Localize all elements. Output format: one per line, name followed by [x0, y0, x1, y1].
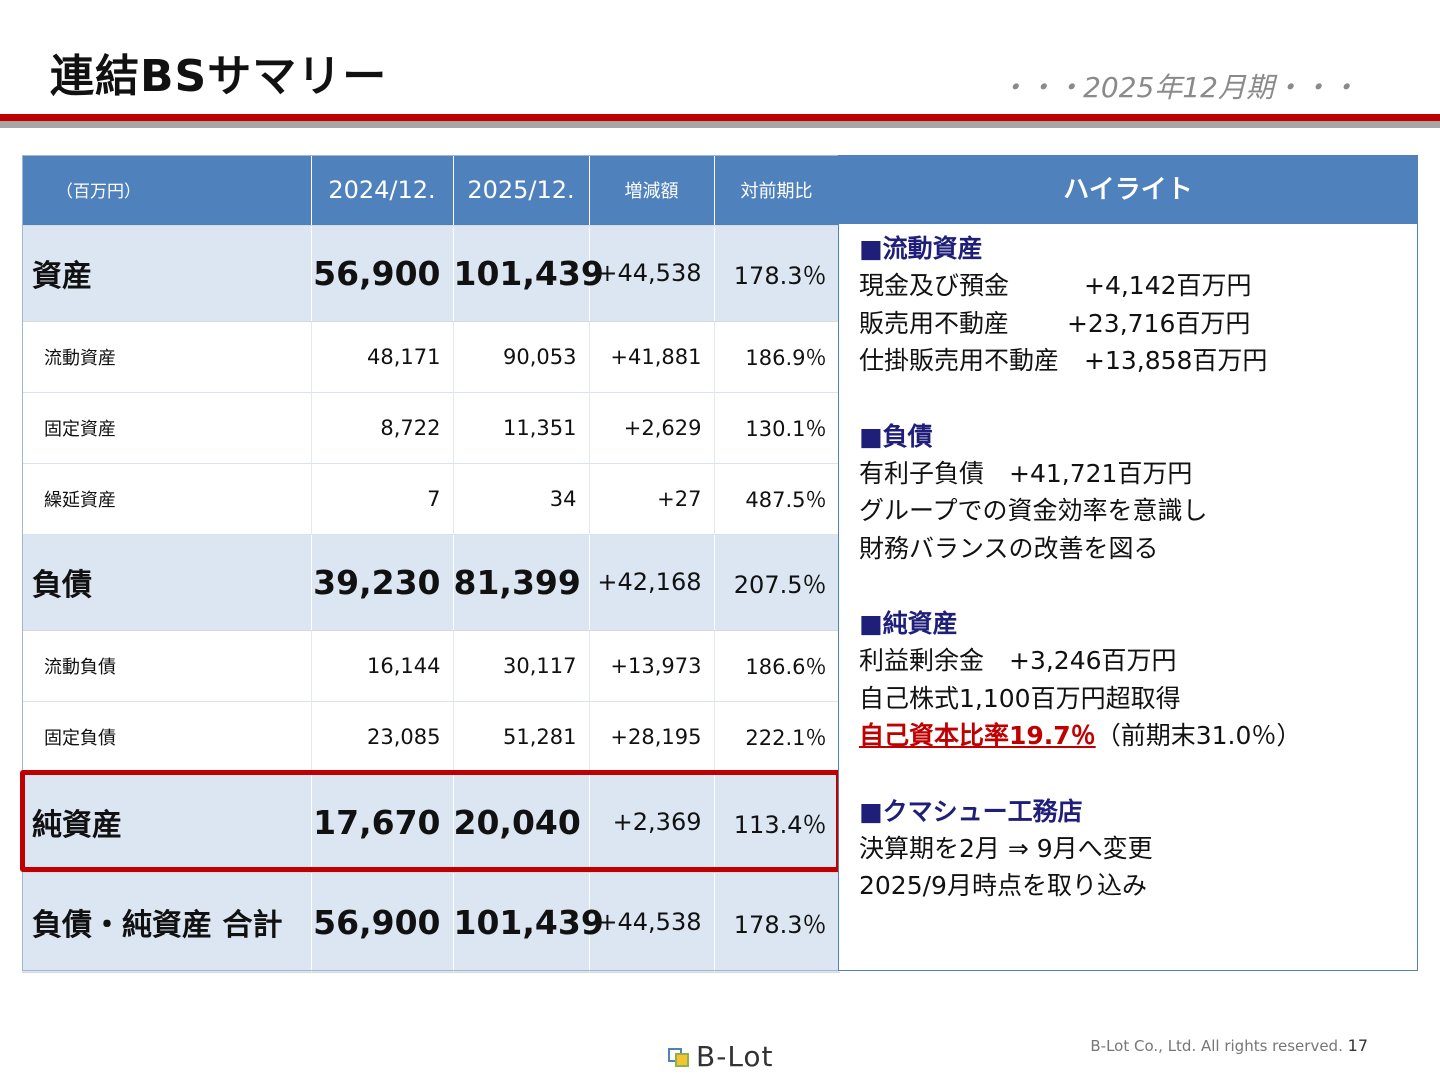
cell-curr: 11,351 — [453, 392, 590, 464]
row-label: 固定負債 — [22, 701, 312, 773]
table-row-net-assets: 純資産 17,670 20,040 +2,369 113.4％ — [22, 772, 840, 873]
column-header-diff: 増減額 — [589, 155, 715, 226]
table-row-current-liabilities: 流動負債 16,144 30,117 +13,973 186.6％ — [22, 630, 840, 702]
highlight-line: 利益剰余金 +3,246百万円 — [859, 646, 1177, 675]
highlight-line: 仕掛販売用不動産 +13,858百万円 — [859, 346, 1268, 375]
cell-ratio: 207.5％ — [714, 534, 840, 631]
row-label: 資産 — [22, 225, 312, 322]
row-label: 固定資産 — [22, 392, 312, 464]
equity-ratio-note: （前期末31.0％） — [1095, 721, 1302, 750]
highlight-body: ■流動資産 現金及び預金 +4,142百万円 販売用不動産 +23,716百万円… — [839, 224, 1417, 905]
cell-ratio: 178.3％ — [714, 225, 840, 322]
cell-prev: 56,900 — [311, 872, 454, 973]
cell-ratio: 186.6％ — [714, 630, 840, 702]
cell-prev: 56,900 — [311, 225, 454, 322]
table-row-total: 負債・純資産 合計 56,900 101,439 +44,538 178.3％ — [22, 872, 840, 973]
fiscal-period: ・・・2025年12月期・・・ — [999, 71, 1358, 104]
cell-diff: +2,629 — [589, 392, 715, 464]
highlight-line: 販売用不動産 +23,716百万円 — [859, 308, 1251, 338]
header-divider-gray — [0, 121, 1440, 128]
row-label: 流動資産 — [22, 321, 312, 393]
row-label: 負債 — [22, 534, 312, 631]
table-row-deferred-assets: 繰延資産 7 34 +27 487.5％ — [22, 463, 840, 535]
cell-diff: +13,973 — [589, 630, 715, 702]
cell-curr: 81,399 — [453, 534, 590, 631]
cell-curr: 34 — [453, 463, 590, 535]
table-row-current-assets: 流動資産 48,171 90,053 +41,881 186.9％ — [22, 321, 840, 393]
cell-curr: 51,281 — [453, 701, 590, 773]
cell-diff: +28,195 — [589, 701, 715, 773]
page-number: 17 — [1347, 1036, 1368, 1055]
highlight-line: 決算期を2月 ⇒ 9月へ変更 — [859, 833, 1153, 863]
copyright-notice: B-Lot Co., Ltd. All rights reserved. 17 — [1090, 1036, 1368, 1055]
section-heading-liabilities: ■負債 — [859, 421, 933, 451]
cell-diff: +41,881 — [589, 321, 715, 393]
page-title: 連結BSサマリー — [50, 51, 388, 102]
cell-prev: 7 — [311, 463, 454, 535]
cell-diff: +42,168 — [589, 534, 715, 631]
column-header-unit: （百万円） — [22, 155, 312, 226]
highlight-panel: ハイライト ■流動資産 現金及び預金 +4,142百万円 販売用不動産 +23,… — [838, 155, 1418, 971]
table-row-fixed-liabilities: 固定負債 23,085 51,281 +28,195 222.1％ — [22, 701, 840, 773]
row-label: 純資産 — [22, 772, 312, 873]
header-divider-red — [0, 114, 1440, 121]
equity-ratio-emphasis: 自己資本比率19.7％ — [859, 721, 1096, 750]
column-header-ratio: 対前期比 — [714, 155, 840, 226]
highlight-line: 現金及び預金 +4,142百万円 — [859, 271, 1252, 300]
cell-ratio: 113.4％ — [714, 772, 840, 873]
balance-sheet-table: （百万円） 2024/12. 2025/12. 増減額 対前期比 資産 56,9… — [22, 155, 840, 973]
column-header-curr-year: 2025/12. — [453, 155, 590, 226]
cell-prev: 23,085 — [311, 701, 454, 773]
cell-prev: 17,670 — [311, 772, 454, 873]
row-label: 流動負債 — [22, 630, 312, 702]
cell-ratio: 186.9％ — [714, 321, 840, 393]
cell-ratio: 178.3％ — [714, 872, 840, 973]
table-row-liabilities: 負債 39,230 81,399 +42,168 207.5％ — [22, 534, 840, 631]
section-heading-net-assets: ■純資産 — [859, 609, 958, 638]
highlight-title: ハイライト — [839, 156, 1417, 224]
row-label: 繰延資産 — [22, 463, 312, 535]
highlight-line: 財務バランスの改善を図る — [859, 533, 1159, 563]
logo-text: B-Lot — [696, 1040, 774, 1073]
cell-curr: 101,439 — [453, 225, 604, 322]
highlight-line: 自己株式1,100百万円超取得 — [859, 683, 1181, 713]
cell-prev: 48,171 — [311, 321, 454, 393]
cell-ratio: 222.1％ — [714, 701, 840, 773]
column-header-prev-year: 2024/12. — [311, 155, 454, 226]
cell-prev: 8,722 — [311, 392, 454, 464]
cell-diff: +44,538 — [589, 872, 715, 973]
cell-diff: +2,369 — [589, 772, 715, 873]
cell-curr: 90,053 — [453, 321, 590, 393]
logo-icon — [668, 1045, 692, 1069]
cell-diff: +27 — [589, 463, 715, 535]
highlight-line: 2025/9月時点を取り込み — [859, 871, 1147, 900]
cell-curr: 30,117 — [453, 630, 590, 702]
cell-prev: 39,230 — [311, 534, 454, 631]
row-label: 負債・純資産 合計 — [22, 872, 312, 973]
cell-prev: 16,144 — [311, 630, 454, 702]
highlight-line: 有利子負債 +41,721百万円 — [859, 458, 1193, 488]
cell-ratio: 487.5％ — [714, 463, 840, 535]
cell-curr: 20,040 — [453, 772, 590, 873]
company-logo: B-Lot — [668, 1040, 774, 1073]
copyright-text: B-Lot Co., Ltd. All rights reserved. — [1090, 1037, 1343, 1055]
cell-curr: 101,439 — [453, 872, 604, 973]
table-row-fixed-assets: 固定資産 8,722 11,351 +2,629 130.1％ — [22, 392, 840, 464]
table-header-row: （百万円） 2024/12. 2025/12. 増減額 対前期比 — [22, 155, 840, 226]
cell-ratio: 130.1％ — [714, 392, 840, 464]
equity-ratio-line: 自己資本比率19.7％（前期末31.0％） — [859, 717, 1417, 755]
section-heading-kumashu: ■クマシュー工務店 — [859, 796, 1083, 826]
table-row-assets: 資産 56,900 101,439 +44,538 178.3％ — [22, 225, 840, 322]
cell-diff: +44,538 — [589, 225, 715, 322]
section-heading-current-assets: ■流動資産 — [859, 234, 983, 263]
highlight-line: グループでの資金効率を意識し — [859, 496, 1208, 525]
